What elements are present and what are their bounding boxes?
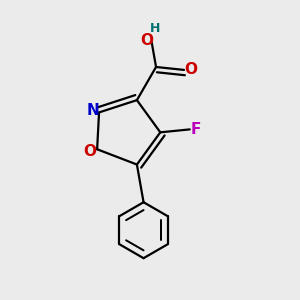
Text: O: O xyxy=(184,62,197,77)
Text: O: O xyxy=(140,33,153,48)
Text: F: F xyxy=(191,122,201,137)
Text: H: H xyxy=(149,22,160,35)
Text: N: N xyxy=(86,103,99,118)
Text: O: O xyxy=(83,144,96,159)
